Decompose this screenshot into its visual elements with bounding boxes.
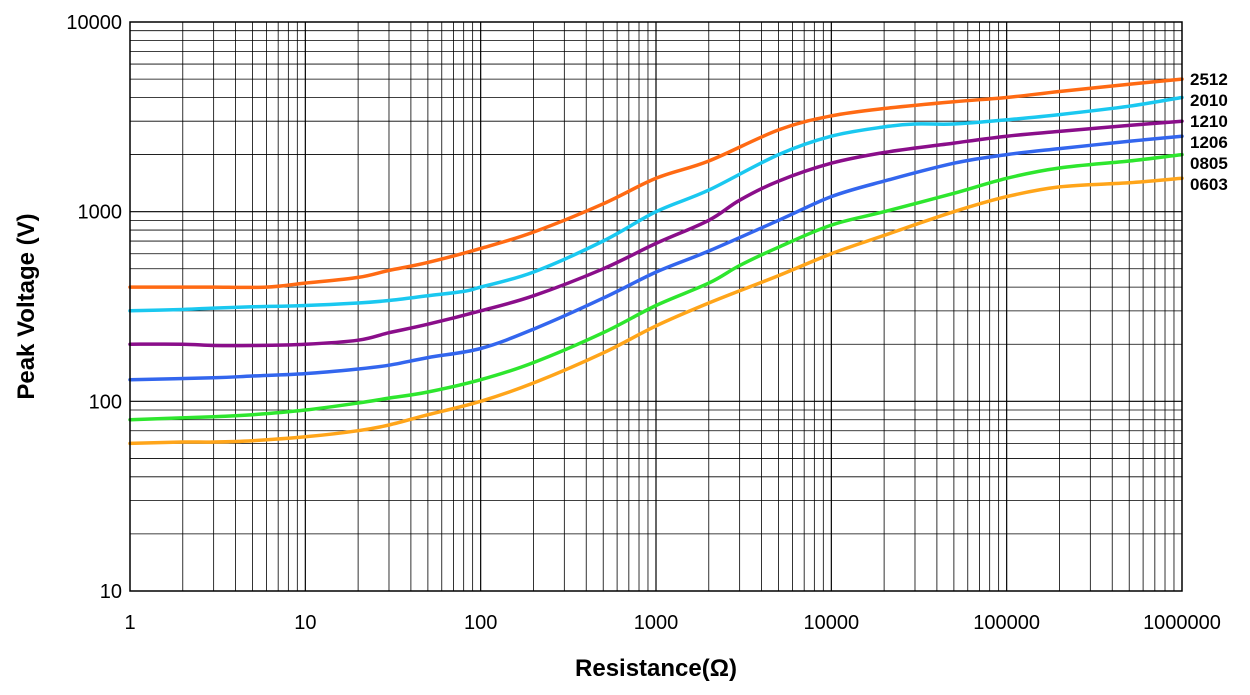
- series-line-2010: [128, 95, 1184, 313]
- series-label-2010: 2010: [1190, 91, 1228, 110]
- x-tick-label: 1: [124, 612, 135, 634]
- x-tick-label: 1000: [634, 612, 679, 634]
- y-axis-tick-labels: 10 100 1000 10000: [66, 12, 122, 603]
- x-tick-label: 10000: [804, 612, 860, 634]
- series-line-1210: [128, 119, 1184, 348]
- series-line-1206: [128, 134, 1184, 382]
- x-tick-label: 100: [464, 612, 497, 634]
- series-label-2512: 2512: [1190, 70, 1228, 89]
- series-label-0603: 0603: [1190, 175, 1228, 194]
- y-tick-label: 100: [89, 391, 122, 413]
- y-tick-label: 10000: [66, 12, 122, 34]
- x-tick-label: 100000: [973, 612, 1040, 634]
- plot-grid: [130, 22, 1182, 591]
- series-label-0805: 0805: [1190, 154, 1228, 173]
- series-line-2512: [128, 77, 1184, 290]
- series-label-1210: 1210: [1190, 112, 1228, 131]
- x-tick-label: 10: [294, 612, 316, 634]
- series-lines: [128, 77, 1184, 446]
- x-axis-title: Resistance(Ω): [575, 655, 737, 682]
- x-tick-label: 1000000: [1143, 612, 1221, 634]
- series-labels: 2512 2010 1210 1206 0805 0603: [1190, 70, 1228, 194]
- y-tick-label: 10: [100, 581, 122, 603]
- series-label-1206: 1206: [1190, 133, 1228, 152]
- plot-frame: [129, 21, 1183, 592]
- series-line-0603: [128, 176, 1184, 446]
- series-line-0805: [128, 152, 1184, 422]
- x-axis-tick-labels: 1 10 100 1000 10000 100000 1000000: [124, 612, 1221, 634]
- y-tick-label: 1000: [78, 202, 123, 224]
- y-axis-title: Peak Voltage (V): [13, 213, 40, 399]
